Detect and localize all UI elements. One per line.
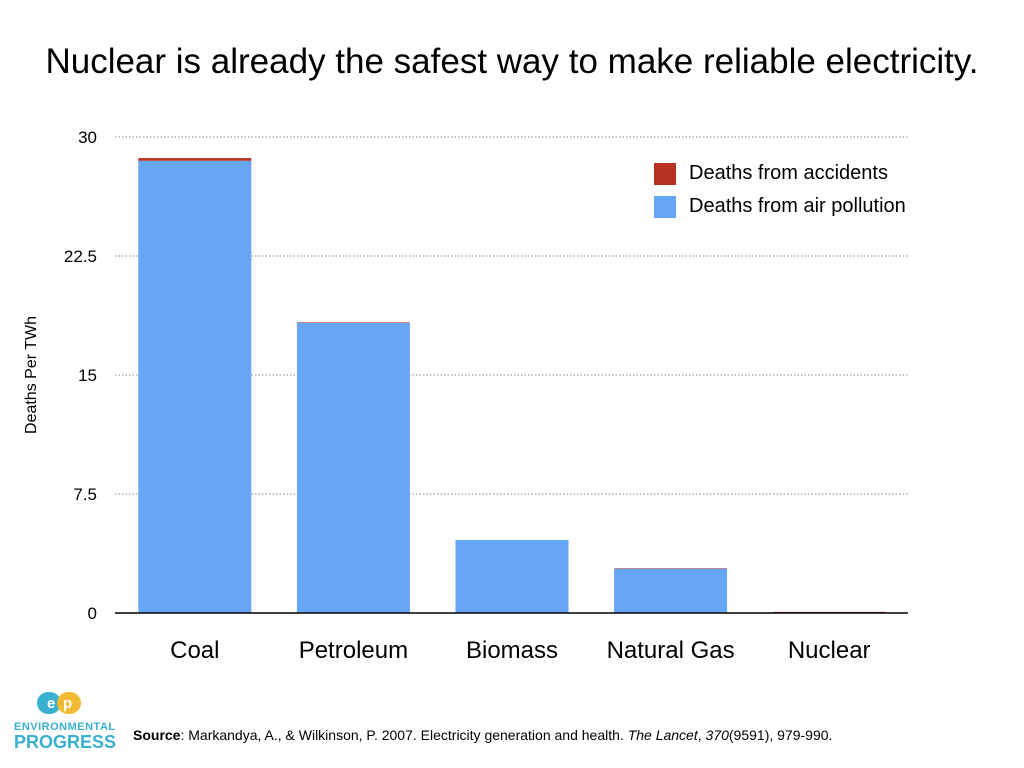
x-tick-label: Petroleum [299,637,408,664]
legend-swatch-air-pollution [654,195,676,218]
bar-deaths-from-air-pollution [138,160,252,614]
source-journal: The Lancet [627,727,698,743]
bar-deaths-from-accidents [296,322,410,323]
legend-label: Deaths from air pollution [689,195,906,217]
y-tick-label: 7.5 [73,485,97,504]
source-citation: Source: Markandya, A., & Wilkinson, P. 2… [133,727,832,743]
x-tick-label: Coal [170,637,219,664]
legend-item-accidents: Deaths from accidents [654,162,888,185]
bar-deaths-from-accidents [138,158,252,161]
logo-line2: PROGRESS [14,732,117,752]
legend-swatch-accidents [654,162,676,185]
logo-line1: ENVIRONMENTAL [14,721,116,733]
legend-label: Deaths from accidents [689,162,888,184]
source-label: Source [133,727,181,743]
y-tick-label: 22.5 [64,247,97,266]
x-tick-label: Natural Gas [607,637,735,664]
svg-text:p: p [63,695,72,712]
y-tick-label: 0 [88,604,97,623]
y-tick-label: 30 [78,128,97,147]
x-tick-label: Biomass [466,637,558,664]
y-tick-label: 15 [78,366,97,385]
svg-text:e: e [47,695,55,712]
source-text: , [697,727,706,743]
y-axis-label: Deaths Per TWh [23,316,40,434]
source-text: : Markandya, A., & Wilkinson, P. 2007. E… [180,727,628,743]
source-volume: 370 [705,727,729,743]
bar-deaths-from-air-pollution [455,540,569,613]
bar-deaths-from-air-pollution [614,568,728,613]
chart-title: Nuclear is already the safest way to mak… [45,42,979,81]
bar-deaths-from-accidents [614,568,728,569]
source-text: (9591), 979-990. [728,727,833,743]
legend-item-air-pollution: Deaths from air pollution [654,195,906,218]
bar-deaths-from-air-pollution [296,322,410,613]
ep-logo-icon: e p [37,692,81,714]
bar-chart: 0 7.5 15 22.5 30 Coal Petroleum Biomass Natural … [23,128,908,664]
bar-deaths-from-accidents [772,611,886,613]
x-tick-label: Nuclear [788,637,871,664]
environmental-progress-logo: e p ENVIRONMENTAL PROGRESS [14,692,117,752]
